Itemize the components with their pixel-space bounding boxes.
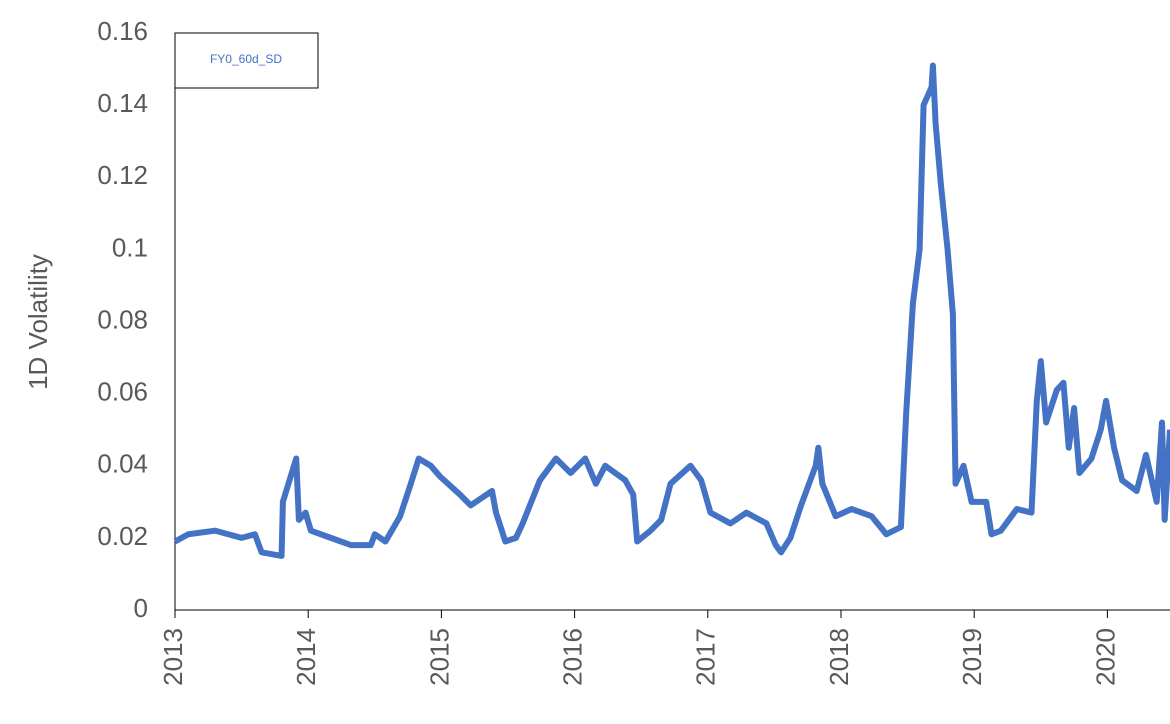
y-tick-label: 0.12	[97, 160, 148, 190]
y-tick-label: 0.04	[97, 449, 148, 479]
y-tick-label: 0.1	[112, 232, 148, 262]
x-tick-label: 2017	[691, 628, 721, 686]
y-tick-label: 0.06	[97, 377, 148, 407]
y-axis-label: 1D Volatility	[23, 254, 53, 390]
y-tick-label: 0.16	[97, 16, 148, 46]
legend-box	[174, 32, 319, 89]
series-line	[173, 62, 1170, 559]
legend-entry: FY0_60d_SD	[210, 52, 282, 66]
x-tick-label: 2016	[557, 628, 587, 686]
x-tick-label: 2013	[158, 628, 188, 686]
x-tick-label: 2019	[957, 628, 987, 686]
y-tick-label: 0.08	[97, 304, 148, 334]
y-tick-label: 0.02	[97, 521, 148, 551]
x-tick-label: 2020	[1090, 628, 1120, 686]
x-tick-label: 2015	[424, 628, 454, 686]
x-tick-label: 2014	[291, 628, 321, 686]
x-tick-label: 2018	[824, 628, 854, 686]
y-tick-label: 0	[134, 593, 148, 623]
y-tick-label: 0.14	[97, 88, 148, 118]
